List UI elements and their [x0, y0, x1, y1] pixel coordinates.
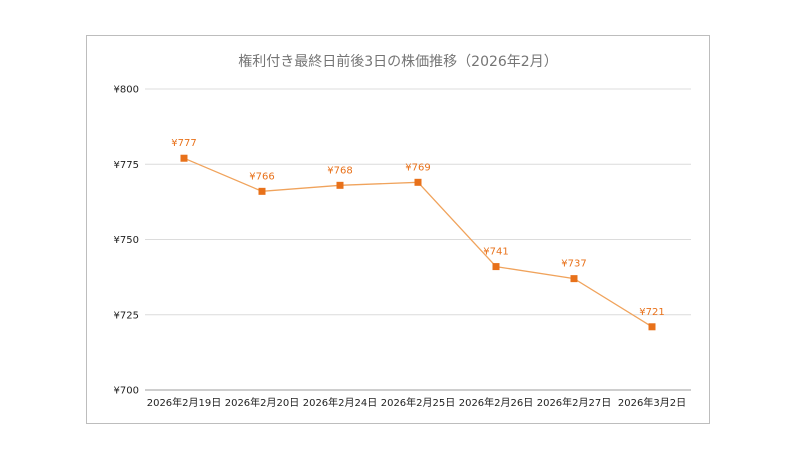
data-point — [336, 181, 344, 189]
data-labels: ¥777 ¥766 ¥768 ¥769 ¥741 ¥737 ¥721 — [171, 138, 664, 318]
y-tick-label: ¥775 — [114, 160, 139, 171]
data-label: ¥741 — [483, 247, 508, 258]
chart-title: 権利付き最終日前後3日の株価推移（2026年2月） — [238, 53, 557, 70]
x-tick-label: 2026年2月27日 — [537, 396, 612, 409]
x-tick-label: 2026年2月20日 — [225, 396, 300, 409]
data-label: ¥721 — [639, 307, 664, 318]
y-tick-label: ¥750 — [114, 235, 139, 246]
x-axis-ticks: 2026年2月19日 2026年2月20日 2026年2月24日 2026年2月25日… — [147, 396, 686, 409]
data-point — [180, 154, 188, 162]
y-tick-label: ¥800 — [114, 85, 139, 96]
x-tick-label: 2026年2月19日 — [147, 396, 222, 409]
data-point — [570, 275, 578, 283]
data-label: ¥768 — [327, 165, 352, 176]
data-label: ¥777 — [171, 138, 196, 149]
data-point — [492, 263, 500, 271]
line-chart: 権利付き最終日前後3日の株価推移（2026年2月） ¥700¥725¥750¥7… — [114, 53, 691, 409]
x-tick-label: 2026年2月24日 — [303, 396, 378, 409]
chart-frame: 権利付き最終日前後3日の株価推移（2026年2月） ¥700 ¥725 ¥750 ¥7… — [86, 35, 710, 424]
y-tick-label: ¥725 — [114, 310, 139, 321]
x-tick-label: 2026年2月25日 — [381, 396, 456, 409]
x-tick-label: 2026年2月26日 — [459, 396, 534, 409]
data-point — [258, 187, 266, 195]
data-label: ¥769 — [405, 162, 430, 173]
data-point — [414, 178, 422, 186]
y-axis-ticks: ¥700 ¥725 ¥750 ¥775 ¥800 — [114, 85, 139, 397]
data-points — [180, 154, 656, 331]
y-tick-label: ¥700 — [114, 386, 139, 397]
data-label: ¥766 — [249, 171, 274, 182]
data-label: ¥737 — [561, 259, 586, 270]
data-point — [648, 323, 656, 331]
gridlines — [145, 88, 691, 391]
x-tick-label: 2026年3月2日 — [618, 396, 686, 409]
